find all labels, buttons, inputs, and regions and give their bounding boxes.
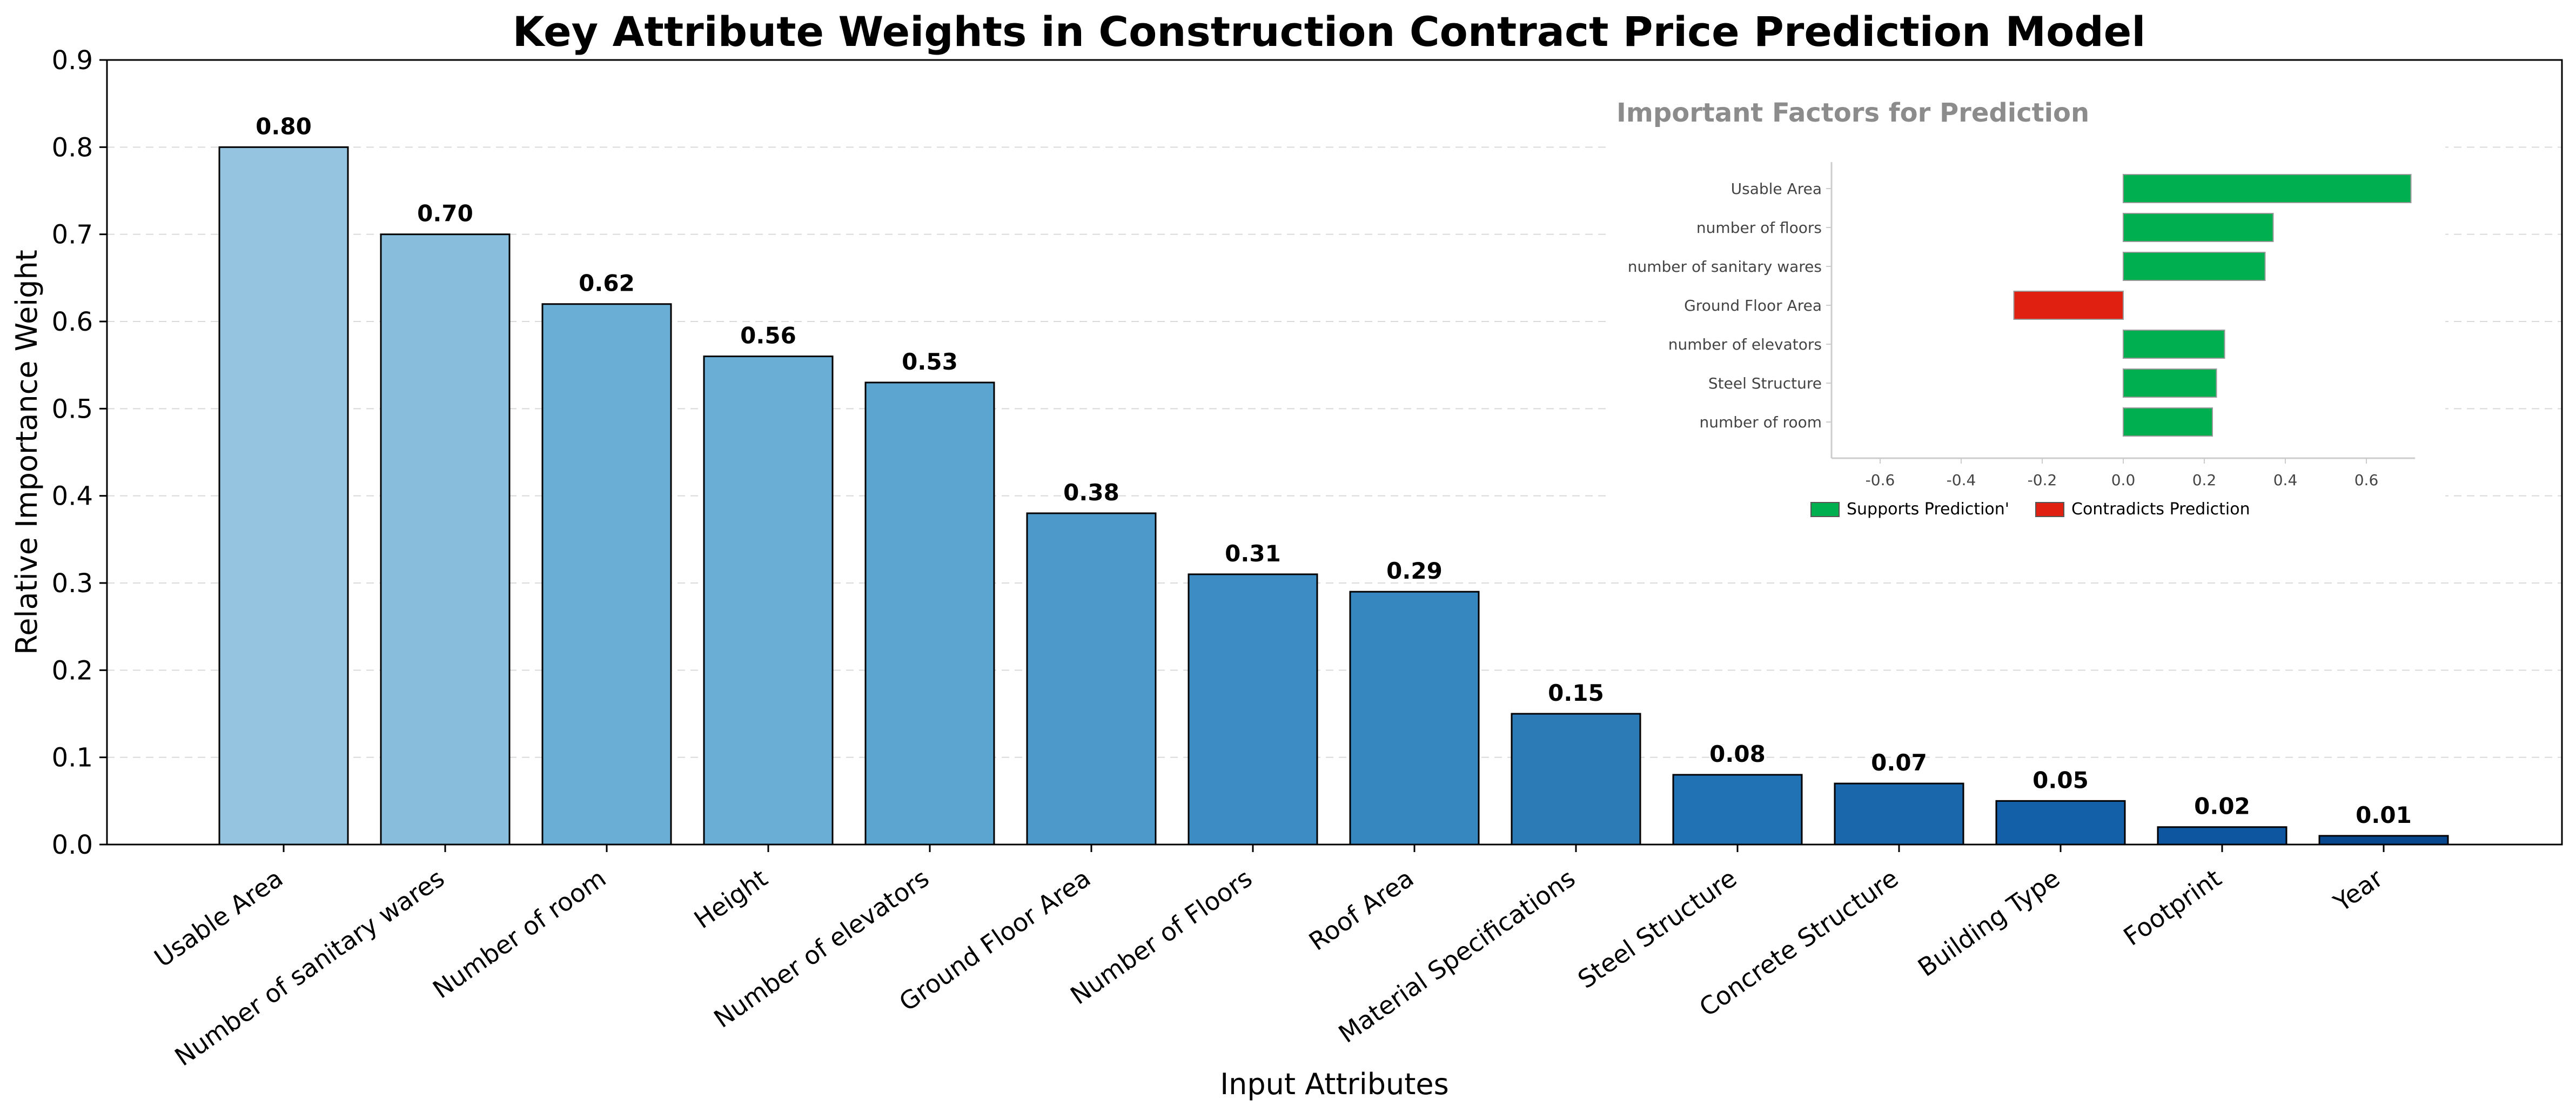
legend-swatch (1810, 502, 1840, 517)
inset-legend: Supports Prediction' Contradicts Predicti… (1810, 500, 2250, 519)
x-tick-label: Number of sanitary wares (170, 863, 450, 1072)
bar (1026, 512, 1157, 846)
inset-category-labels: Usable Area number of floors number of san… (1628, 180, 1832, 431)
bar (1834, 782, 1964, 846)
inset-bar (2013, 291, 2124, 320)
bar (1349, 591, 1480, 846)
inset-x-axis: -0.6 -0.4 -0.2 0.0 0.2 0.4 0.6 (1866, 458, 2379, 489)
legend-label: Supports Prediction' (1847, 500, 2009, 519)
inset-x-tick-label: 0.4 (2273, 471, 2298, 489)
bar-value-label: 0.56 (740, 323, 796, 349)
inset-bar (2123, 213, 2274, 242)
inset-chart: Important Factors for Prediction Usable … (1608, 86, 2445, 530)
inset-bar (2123, 252, 2266, 281)
inset-x-tick-label: -0.4 (1947, 471, 1976, 489)
grid-lines (107, 146, 2562, 758)
inset-x-tick-label: -0.2 (2028, 471, 2057, 489)
inset-bar (2123, 174, 2412, 203)
bar-value-label: 0.07 (1871, 749, 1927, 776)
x-tick-label: Height (689, 863, 773, 934)
x-tick-label: Footprint (2118, 863, 2227, 952)
bar-value-label: 0.01 (2356, 802, 2412, 828)
inset-category-label: Ground Floor Area (1684, 297, 1822, 314)
bar (380, 233, 511, 846)
legend-label: Contradicts Prediction (2071, 500, 2250, 519)
y-axis: 0.0 0.1 0.2 0.3 0.4 0.5 0.6 0.7 0.8 0.9 (52, 45, 107, 860)
bar-series (218, 146, 2449, 846)
bar-value-label: 0.53 (902, 349, 958, 375)
y-tick-label: 0.1 (52, 743, 93, 773)
inset-x-tick-label: -0.6 (1866, 471, 1895, 489)
bar-value-label: 0.70 (417, 200, 473, 227)
inset-bar (2123, 407, 2213, 437)
inset-category-label: number of room (1699, 413, 1822, 431)
inset-bar (2123, 368, 2217, 398)
inset-category-label: number of elevators (1668, 336, 1822, 353)
y-tick-label: 0.6 (52, 307, 93, 337)
inset-category-label: Usable Area (1731, 180, 1822, 198)
y-tick-label: 0.4 (52, 481, 93, 512)
bar-value-label: 0.80 (256, 113, 312, 139)
bar (1188, 573, 1318, 846)
y-tick-label: 0.9 (52, 45, 93, 76)
inset-x-tick-label: 0.2 (2192, 471, 2217, 489)
inset-title: Important Factors for Prediction (1616, 98, 2089, 128)
bar (1511, 713, 1641, 846)
bar (2157, 826, 2287, 846)
bar-value-label: 0.62 (579, 270, 635, 297)
bar-value-label: 0.08 (1709, 741, 1766, 767)
x-axis-label: Input Attributes (1220, 1067, 1449, 1101)
bar (218, 146, 349, 846)
x-tick-label: Building Type (1913, 863, 2065, 982)
bar-value-label: 0.02 (2194, 793, 2250, 820)
inset-category-label: number of floors (1696, 219, 1822, 237)
bar-value-label: 0.38 (1063, 479, 1119, 506)
plot-frame (106, 59, 2563, 846)
bar (1672, 774, 1803, 846)
inset-category-label: Steel Structure (1708, 374, 1822, 392)
chart-title: Key Attribute Weights in Construction Co… (513, 8, 2146, 56)
bar (703, 356, 834, 846)
x-tick-label: Year (2328, 863, 2389, 918)
bar-value-label: 0.15 (1548, 680, 1604, 706)
y-tick-label: 0.3 (52, 568, 93, 599)
x-tick-label: Number of room (427, 863, 611, 1004)
bar-value-label: 0.29 (1386, 558, 1443, 584)
y-tick-label: 0.2 (52, 655, 93, 686)
x-tick-label: Steel Structure (1573, 863, 1742, 994)
inset-bar-series (2013, 174, 2412, 437)
inset-x-tick-label: 0.0 (2111, 471, 2136, 489)
bar-value-labels: 0.80 0.70 0.62 0.56 0.53 0.38 0.31 0.29 0.15 0.08… (256, 113, 2412, 828)
x-tick-label: Usable Area (149, 863, 289, 973)
bar (2318, 835, 2449, 846)
y-tick-label: 0.7 (52, 220, 93, 250)
y-tick-label: 0.8 (52, 132, 93, 163)
y-axis-label: Relative Importance Weight (10, 250, 44, 655)
y-tick-label: 0.0 (52, 830, 93, 860)
inset-category-label: number of sanitary wares (1628, 258, 1822, 276)
x-tick-label: Roof Area (1304, 863, 1419, 956)
inset-x-tick-label: 0.6 (2354, 471, 2379, 489)
bar (864, 381, 995, 846)
legend-swatch (2035, 502, 2064, 517)
bar (541, 303, 672, 846)
bar (1995, 800, 2126, 846)
bar-value-label: 0.05 (2032, 767, 2089, 793)
bar-value-label: 0.31 (1225, 540, 1281, 567)
inset-bar (2123, 330, 2225, 359)
y-tick-label: 0.5 (52, 394, 93, 424)
